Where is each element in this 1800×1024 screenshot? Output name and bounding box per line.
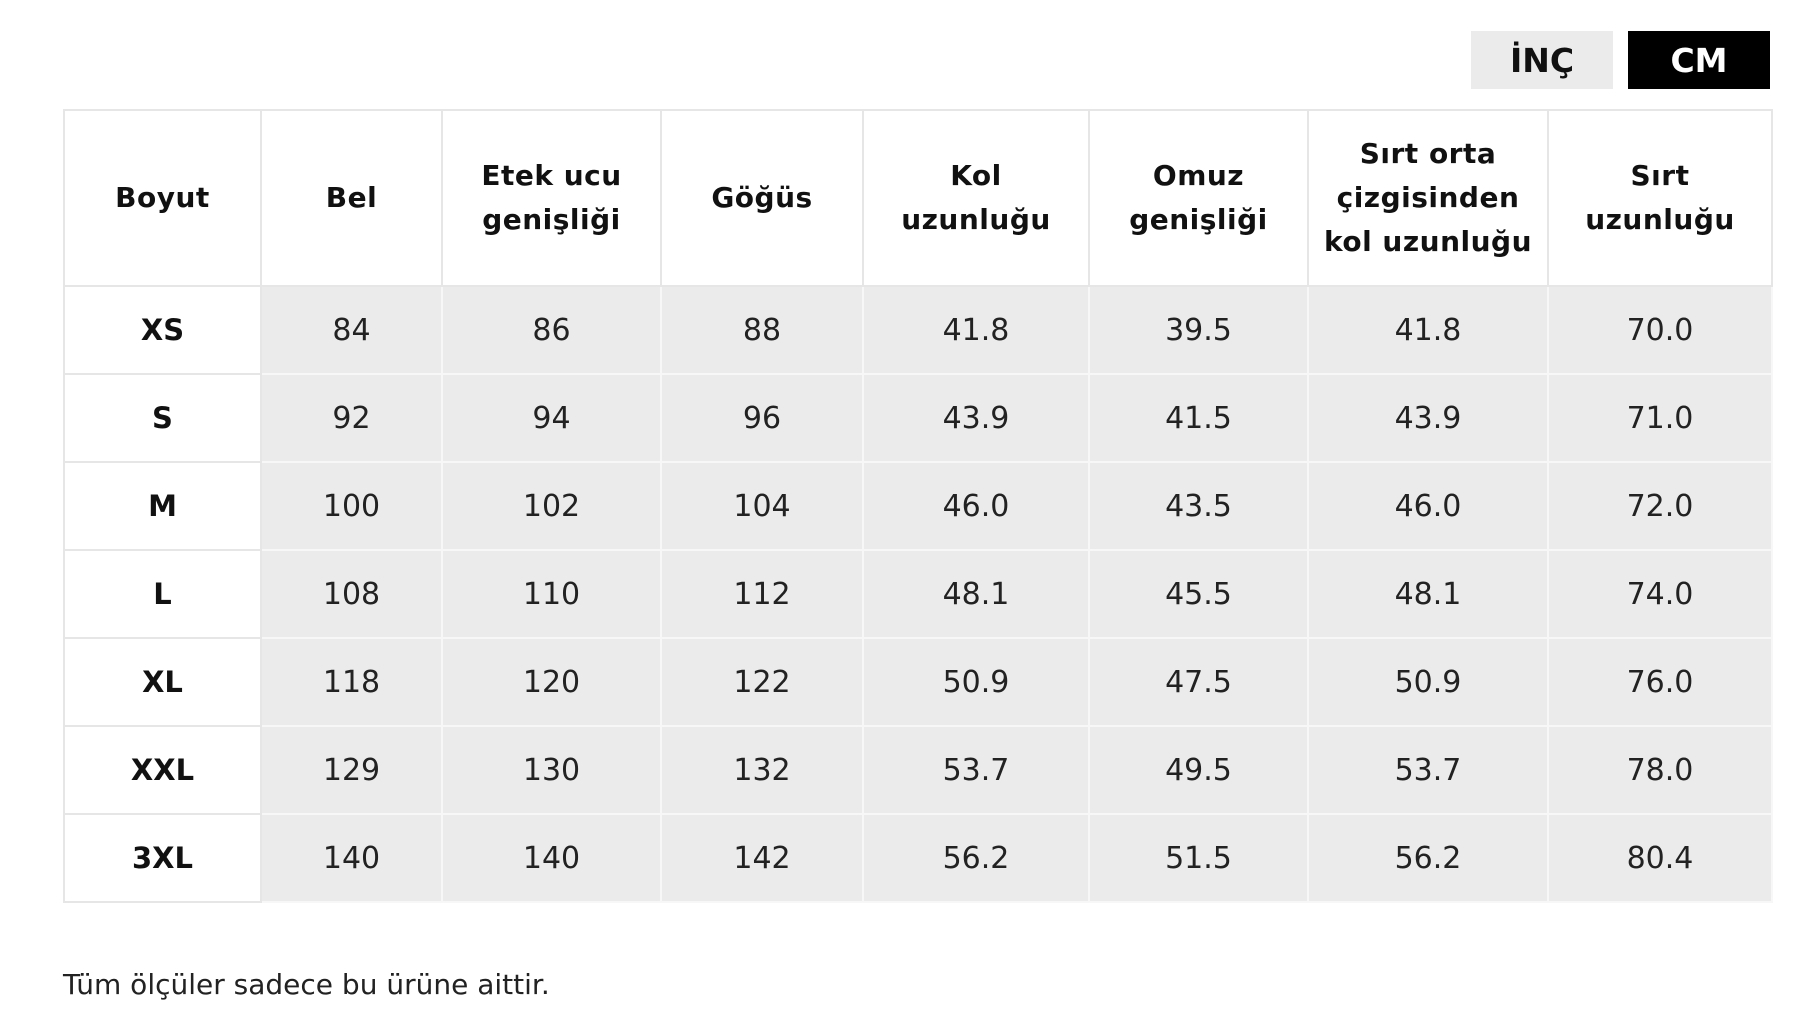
measurement-cell: 100: [260, 461, 443, 551]
measurement-cell: 96: [660, 373, 864, 463]
measurement-cell: 80.4: [1547, 813, 1773, 903]
measurement-cell: 140: [260, 813, 443, 903]
measurement-cell: 122: [660, 637, 864, 727]
table-row: XXL 129 130 132 53.7 49.5 53.7 78.0: [63, 725, 1773, 815]
measurement-cell: 129: [260, 725, 443, 815]
measurement-cell: 41.8: [1307, 285, 1549, 375]
footnote: Tüm ölçüler sadece bu ürüne aittir.: [63, 968, 550, 1001]
measurement-cell: 94: [441, 373, 662, 463]
column-header: Omuz genişliği: [1088, 109, 1309, 287]
column-header: Göğüs: [660, 109, 864, 287]
column-header: Boyut: [63, 109, 262, 287]
measurement-cell: 43.9: [1307, 373, 1549, 463]
measurement-cell: 84: [260, 285, 443, 375]
measurement-cell: 39.5: [1088, 285, 1309, 375]
inch-unit-button[interactable]: İNÇ: [1471, 31, 1613, 89]
column-header: Sırt orta çizgisinden kol uzunluğu: [1307, 109, 1549, 287]
measurement-cell: 112: [660, 549, 864, 639]
measurement-cell: 53.7: [1307, 725, 1549, 815]
measurement-cell: 48.1: [862, 549, 1090, 639]
size-label-cell: 3XL: [63, 813, 262, 903]
measurement-cell: 120: [441, 637, 662, 727]
measurement-cell: 86: [441, 285, 662, 375]
table-header-row: Boyut Bel Etek ucu genişliği Göğüs Kol uzunl…: [63, 109, 1773, 287]
table-row: S 92 94 96 43.9 41.5 43.9 71.0: [63, 373, 1773, 463]
measurement-cell: 56.2: [862, 813, 1090, 903]
column-header: Kol uzunluğu: [862, 109, 1090, 287]
measurement-cell: 76.0: [1547, 637, 1773, 727]
cm-unit-button[interactable]: CM: [1628, 31, 1770, 89]
unit-toggle: İNÇ CM: [1471, 31, 1770, 89]
measurement-cell: 47.5: [1088, 637, 1309, 727]
table-row: XS 84 86 88 41.8 39.5 41.8 70.0: [63, 285, 1773, 375]
measurement-cell: 70.0: [1547, 285, 1773, 375]
measurement-cell: 132: [660, 725, 864, 815]
measurement-cell: 110: [441, 549, 662, 639]
table-row: XL 118 120 122 50.9 47.5 50.9 76.0: [63, 637, 1773, 727]
measurement-cell: 78.0: [1547, 725, 1773, 815]
measurement-cell: 92: [260, 373, 443, 463]
column-header: Sırt uzunluğu: [1547, 109, 1773, 287]
table-row: L 108 110 112 48.1 45.5 48.1 74.0: [63, 549, 1773, 639]
measurement-cell: 43.9: [862, 373, 1090, 463]
measurement-cell: 56.2: [1307, 813, 1549, 903]
measurement-cell: 41.8: [862, 285, 1090, 375]
measurement-cell: 108: [260, 549, 443, 639]
measurement-cell: 46.0: [1307, 461, 1549, 551]
measurement-cell: 53.7: [862, 725, 1090, 815]
measurement-cell: 43.5: [1088, 461, 1309, 551]
measurement-cell: 45.5: [1088, 549, 1309, 639]
measurement-cell: 118: [260, 637, 443, 727]
measurement-cell: 74.0: [1547, 549, 1773, 639]
column-header: Etek ucu genişliği: [441, 109, 662, 287]
size-chart-table: Boyut Bel Etek ucu genişliği Göğüs Kol uzunl…: [63, 109, 1773, 903]
table-body: XS 84 86 88 41.8 39.5 41.8 70.0 S 92 94 96 43.9 41.5 4…: [63, 285, 1773, 903]
measurement-cell: 51.5: [1088, 813, 1309, 903]
measurement-cell: 88: [660, 285, 864, 375]
measurement-cell: 41.5: [1088, 373, 1309, 463]
measurement-cell: 130: [441, 725, 662, 815]
size-label-cell: L: [63, 549, 262, 639]
measurement-cell: 104: [660, 461, 864, 551]
table-row: 3XL 140 140 142 56.2 51.5 56.2 80.4: [63, 813, 1773, 903]
size-label-cell: XS: [63, 285, 262, 375]
measurement-cell: 72.0: [1547, 461, 1773, 551]
measurement-cell: 46.0: [862, 461, 1090, 551]
size-label-cell: XXL: [63, 725, 262, 815]
measurement-cell: 50.9: [862, 637, 1090, 727]
measurement-cell: 49.5: [1088, 725, 1309, 815]
size-label-cell: S: [63, 373, 262, 463]
measurement-cell: 102: [441, 461, 662, 551]
size-label-cell: M: [63, 461, 262, 551]
column-header: Bel: [260, 109, 443, 287]
size-label-cell: XL: [63, 637, 262, 727]
measurement-cell: 50.9: [1307, 637, 1549, 727]
measurement-cell: 142: [660, 813, 864, 903]
measurement-cell: 71.0: [1547, 373, 1773, 463]
table-row: M 100 102 104 46.0 43.5 46.0 72.0: [63, 461, 1773, 551]
measurement-cell: 140: [441, 813, 662, 903]
measurement-cell: 48.1: [1307, 549, 1549, 639]
